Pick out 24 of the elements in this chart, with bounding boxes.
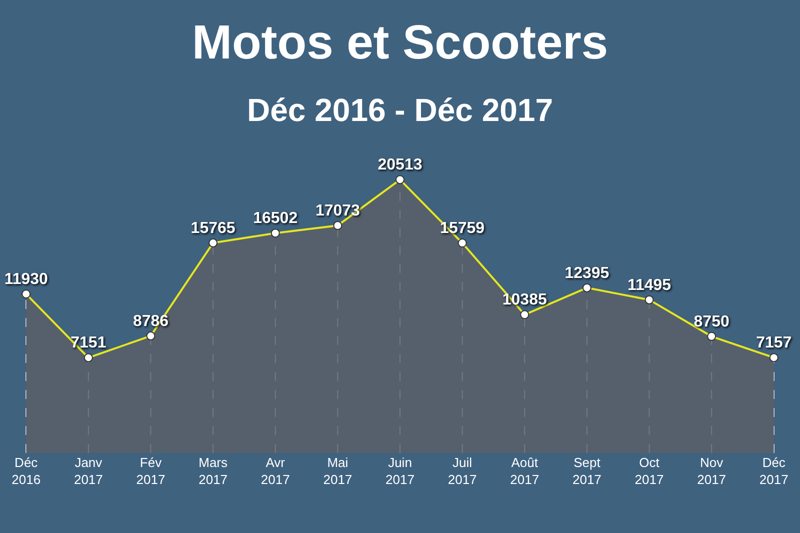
data-label: 20513 — [378, 156, 422, 174]
x-tick-label: Juil 2017 — [448, 455, 477, 487]
chart-title: Motos et Scooters — [192, 16, 608, 70]
data-label: 17073 — [315, 202, 360, 220]
data-label: 7157 — [756, 334, 792, 352]
x-tick-label: Mars 2017 — [198, 455, 228, 487]
data-label: 16502 — [253, 210, 298, 228]
x-tick-label: Sept 2017 — [572, 455, 602, 487]
data-label: 8750 — [694, 313, 730, 330]
x-tick-label: Août 2017 — [510, 455, 540, 487]
chart-subtitle: Déc 2016 - Déc 2017 — [247, 92, 553, 128]
x-tick-label: Fév 2017 — [136, 455, 166, 487]
x-tick-label: Déc 2017 — [759, 455, 788, 487]
data-label: 11930 — [4, 271, 48, 288]
x-tick-label: Oct 2017 — [634, 455, 664, 487]
data-label: 11495 — [627, 276, 672, 294]
x-tick-label: Juin 2017 — [386, 455, 414, 487]
x-tick-label: Avr 2017 — [260, 455, 290, 487]
data-label: 12395 — [564, 264, 610, 282]
x-tick-label: Mai 2017 — [323, 455, 352, 487]
x-tick-label: Déc 2016 — [12, 455, 41, 487]
x-tick-label: Nov 2017 — [697, 455, 726, 487]
data-label: 15765 — [190, 220, 236, 237]
x-tick-label: Janv 2017 — [74, 455, 103, 487]
